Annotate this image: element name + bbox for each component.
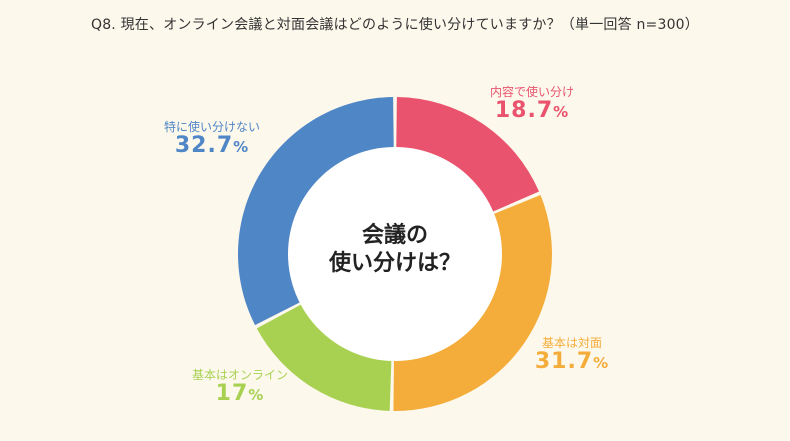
chart-title: Q8. 現在、オンライン会議と対面会議はどのように使い分けていますか？（単一回答… [90,17,699,33]
center-label-line-1: 会議の [361,223,428,248]
slice-unit: % [553,103,570,122]
slice-unit: % [593,354,610,373]
center-label-line-2: 使い分けは？ [328,250,461,276]
slice-label-face-to-face: 基本は対面 31.7% [512,336,632,375]
slice-value: 18.7 [494,98,554,124]
slice-value: 31.7 [534,349,594,375]
donut-hole [288,147,502,361]
slice-label-online: 基本はオンライン 17% [165,368,315,407]
slice-label-content: 内容で使い分け 18.7% [472,85,592,124]
slice-unit: % [233,138,250,157]
slice-label-no-distinction: 特に使い分けない 32.7% [142,120,282,159]
slice-name: 基本は対面 [541,336,602,350]
slice-value: 17 [215,381,249,407]
slice-name: 特に使い分けない [163,120,260,134]
center-label: 会議の 使い分けは？ [305,222,485,277]
slice-value: 32.7 [174,133,234,159]
slice-unit: % [248,386,265,405]
slice-name: 基本はオンライン [191,368,288,382]
slice-name: 内容で使い分け [489,85,574,99]
